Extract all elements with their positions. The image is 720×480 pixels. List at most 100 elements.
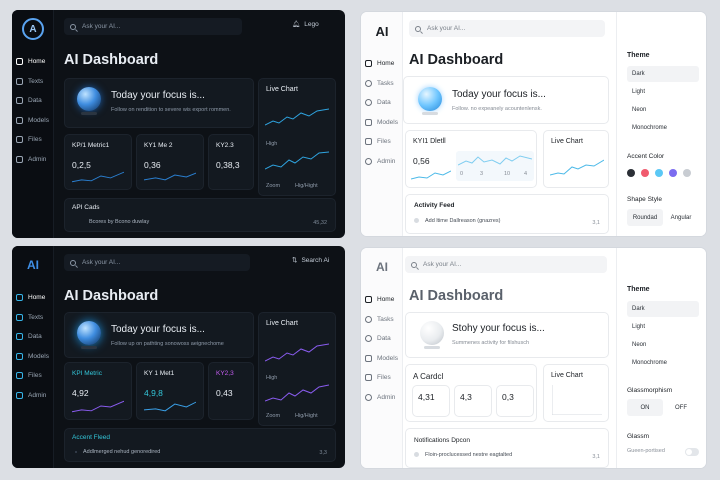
metric-card[interactable]: KY 1 Met1 4,9,8 — [136, 362, 204, 420]
metric-card[interactable]: 4,31 — [412, 385, 450, 417]
dashboard-dark-variant-1: A Home Texts Data Models Files Admin Ask… — [12, 10, 345, 238]
metric-card[interactable]: KP/1 Metric1 0,2,5 — [64, 134, 132, 190]
metric-card[interactable]: KY1 Me 2 0,36 — [136, 134, 204, 190]
sidebar-item-models[interactable]: Models — [365, 349, 398, 369]
app-logo[interactable]: AI — [375, 23, 389, 39]
sidebar-item-admin[interactable]: Admin — [16, 386, 49, 406]
sidebar-item-home[interactable]: Home — [365, 290, 398, 310]
settings-panel: Theme Dark Light Neon Monochrome Accent … — [616, 12, 706, 236]
swatch-dark[interactable] — [627, 169, 635, 177]
sidebar-nav: Home Tasks Data Models Files Admin — [365, 54, 398, 171]
sidebar-item-data[interactable]: Data — [365, 93, 398, 113]
theme-option-neon[interactable]: Neon — [632, 107, 647, 113]
theme-option-monochrome[interactable]: Monochrome — [632, 360, 668, 366]
metric-value: 4,9,8 — [144, 388, 163, 398]
sidebar-item-label: Files — [28, 372, 42, 380]
theme-option-dark[interactable]: Dark — [627, 66, 699, 82]
search-input[interactable]: Ask your AI... — [64, 254, 250, 271]
home-icon — [365, 296, 372, 304]
live-chart-card[interactable]: Live Chart — [543, 364, 609, 422]
metric-label: KY 1 Met1 — [144, 370, 175, 377]
sidebar-item-files[interactable]: Files — [16, 366, 49, 386]
sidebar-item-label: Models — [377, 354, 398, 362]
sidebar-item-admin[interactable]: Admin — [365, 388, 398, 408]
focus-title: Stohy your focus is... — [452, 323, 545, 334]
activity-feed-section: Activity Feed Add ltime Dallreason (gnaz… — [405, 194, 609, 234]
search-input[interactable]: Ask your AI... — [64, 18, 242, 35]
shape-option-rounded[interactable]: Roundad — [627, 209, 663, 226]
metric-label: KY2,3 — [216, 370, 234, 377]
sidebar-item-home[interactable]: Home — [365, 54, 398, 74]
top-button[interactable]: 🔔︎ Lego — [292, 20, 319, 29]
data-icon — [16, 97, 23, 105]
sidebar-item-data[interactable]: Data — [16, 91, 49, 111]
metric-card[interactable]: 4,3 — [454, 385, 492, 417]
sidebar-item-home[interactable]: Home — [16, 52, 49, 72]
metric-card[interactable]: KY2,3 0,43 — [208, 362, 254, 420]
sidebar-item-models[interactable]: Models — [16, 111, 49, 131]
focus-subtitle: Summenes activity for filshusch — [452, 340, 530, 346]
page-title: AI Dashboard — [64, 52, 159, 68]
swatch-purple[interactable] — [669, 169, 677, 177]
live-chart-card[interactable]: Live Chart High Zoom Hig/Hight — [258, 78, 336, 196]
search-input[interactable]: Ask your AI... — [409, 20, 605, 37]
axis-tick: 4 — [524, 171, 528, 177]
orb-base — [81, 346, 97, 349]
sidebar-item-models[interactable]: Models — [365, 113, 398, 133]
theme-option-neon[interactable]: Neon — [632, 342, 647, 348]
list-item[interactable]: Addlmerged nehud genoredired — [75, 449, 160, 455]
live-chart-card[interactable]: Live Chart High Zoom Hig/Hight — [258, 312, 336, 426]
shape-option-angular[interactable]: Angular — [670, 214, 692, 221]
search-ai-button[interactable]: ⇅ Search Ai — [292, 256, 329, 265]
theme-option-monochrome[interactable]: Monochrome — [632, 125, 668, 131]
home-icon — [16, 294, 23, 302]
metric-card[interactable]: KPI Metric 4,92 — [64, 362, 132, 420]
glass-toggle-switch[interactable] — [685, 448, 699, 456]
admin-icon — [365, 157, 372, 165]
sidebar-item-files[interactable]: Files — [16, 130, 49, 150]
list-item[interactable]: Add ltime Dallreason (gnazres) — [414, 218, 501, 224]
app-logo[interactable]: AI — [27, 258, 39, 272]
orb-base — [422, 112, 438, 115]
metric-label: KY1 Me 2 — [144, 142, 173, 149]
sidebar-item-admin[interactable]: Admin — [16, 150, 49, 170]
metric-card[interactable]: 0,3 — [496, 385, 534, 417]
live-chart-line-1 — [265, 343, 329, 362]
sidebar-item-files[interactable]: Files — [365, 368, 398, 388]
sidebar-item-texts[interactable]: Texts — [16, 72, 49, 92]
swatch-gray[interactable] — [683, 169, 691, 177]
list-item-count: 3,1 — [592, 220, 600, 226]
sidebar-item-data[interactable]: Data — [365, 329, 398, 349]
app-logo[interactable]: AI — [376, 260, 388, 274]
theme-option-dark[interactable]: Dark — [627, 301, 699, 317]
sidebar-item-admin[interactable]: Admin — [365, 152, 398, 172]
sidebar-item-data[interactable]: Data — [16, 327, 49, 347]
swatch-cyan[interactable] — [655, 169, 663, 177]
live-chart-title: Live Chart — [266, 320, 298, 327]
swatch-red[interactable] — [641, 169, 649, 177]
list-item-text: Floin-proclucessed nestre eagtalted — [425, 452, 513, 458]
focus-card: Today your focus is... Follow on renditi… — [64, 78, 254, 128]
sidebar-item-tasks[interactable]: Tasks — [365, 310, 398, 330]
metric-value: 0,38,3 — [216, 160, 240, 170]
sidebar-item-files[interactable]: Files — [365, 132, 398, 152]
glassmorphism-off[interactable]: OFF — [675, 404, 687, 411]
sidebar-item-tasks[interactable]: Tasks — [365, 74, 398, 94]
live-chart-card[interactable]: Live Chart — [543, 130, 609, 188]
theme-option-light[interactable]: Light — [632, 89, 646, 95]
sidebar-item-home[interactable]: Home — [16, 288, 49, 308]
glassmorphism-on[interactable]: ON — [627, 399, 663, 416]
search-input[interactable]: Ask your AI... — [405, 256, 607, 273]
section-title: Notifications Dpcon — [414, 437, 470, 444]
app-logo[interactable]: A — [22, 18, 44, 40]
live-chart-label-high: High — [266, 375, 278, 381]
list-item[interactable]: Floin-proclucessed nestre eagtalted — [414, 452, 512, 458]
metric-card[interactable]: KYI1 Dletll 0,56 0 3 10 4 — [405, 130, 537, 188]
sidebar-item-texts[interactable]: Texts — [16, 308, 49, 328]
metric-card[interactable]: KY2.3 0,38,3 — [208, 134, 254, 190]
theme-option-light[interactable]: Light — [632, 324, 646, 330]
page-title: AI Dashboard — [409, 52, 504, 68]
sidebar-item-models[interactable]: Models — [16, 347, 49, 367]
list-item[interactable]: Bcores by Bcono duwlay — [89, 219, 149, 225]
notifications-section: Notifications Dpcon Floin-proclucessed n… — [405, 428, 609, 468]
